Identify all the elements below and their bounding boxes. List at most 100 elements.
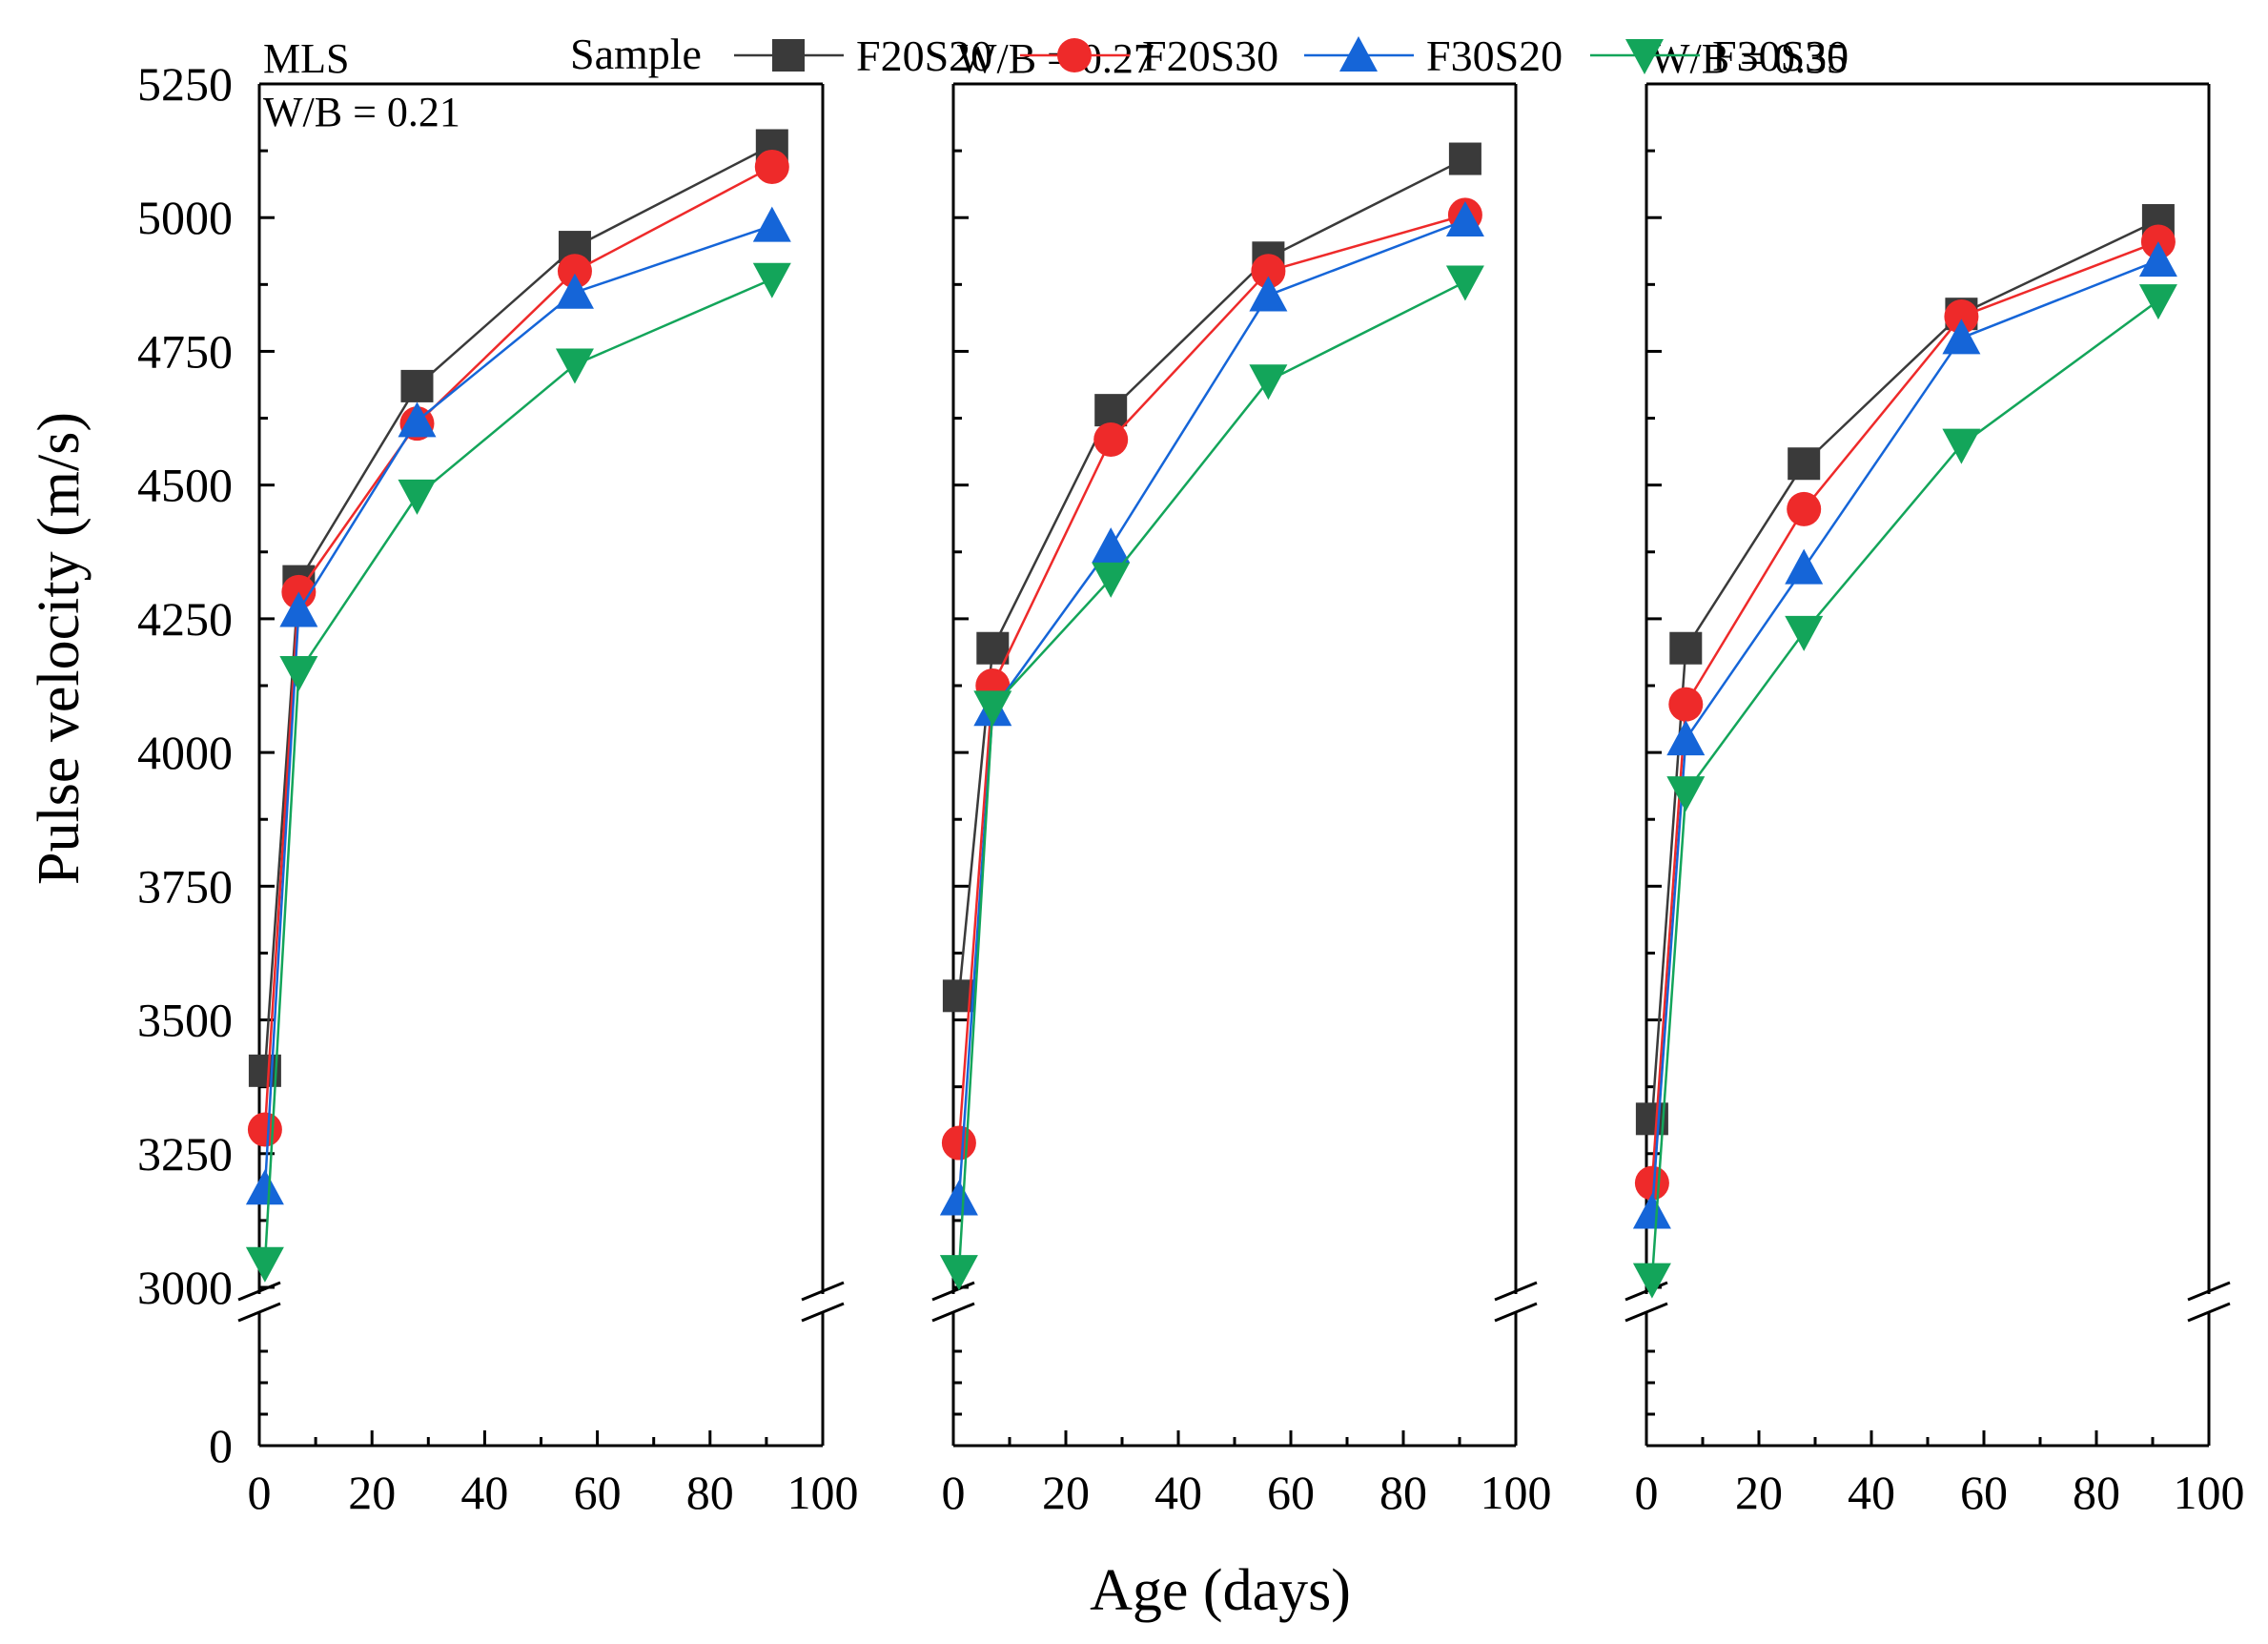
- series-F30S20: [1632, 241, 2177, 1229]
- x-tick-label: 100: [2174, 1466, 2245, 1519]
- panel-wb-label: W/B = 0.21: [263, 89, 460, 135]
- data-point: [1668, 687, 1704, 722]
- x-tick-label: 40: [460, 1466, 508, 1519]
- data-point: [398, 479, 437, 515]
- data-point: [1092, 527, 1131, 564]
- data-point: [245, 1246, 284, 1283]
- data-point: [752, 206, 791, 242]
- series-line: [957, 280, 1466, 1272]
- data-point: [279, 591, 318, 627]
- legend-label: F20S30: [1142, 31, 1278, 80]
- x-tick-label: 60: [1267, 1466, 1315, 1519]
- axis-break-mark: [1494, 1302, 1538, 1323]
- data-point: [555, 273, 594, 309]
- data-point: [1788, 447, 1821, 481]
- legend-label: F20S20: [856, 31, 992, 80]
- data-point: [245, 1169, 284, 1205]
- series-line: [1650, 299, 2159, 1280]
- data-point: [1787, 491, 1822, 526]
- data-point: [1093, 421, 1129, 457]
- legend-entry-F20S30: F20S30: [1020, 31, 1278, 80]
- data-point: [1448, 142, 1481, 175]
- data-point: [1249, 364, 1288, 401]
- x-tick-label: 60: [574, 1466, 622, 1519]
- x-tick-label: 80: [686, 1466, 734, 1519]
- data-point: [2138, 241, 2177, 277]
- axis-break-mark: [801, 1302, 845, 1323]
- data-point: [1785, 548, 1824, 585]
- y-tick-label: 4250: [137, 592, 233, 646]
- data-point: [939, 1180, 978, 1216]
- series-F20S20: [942, 142, 1481, 1013]
- y-tick-label: 3500: [137, 994, 233, 1047]
- x-tick-label: 80: [1379, 1466, 1427, 1519]
- data-point: [1942, 428, 1981, 464]
- data-point: [1669, 631, 1703, 665]
- y-tick-label: 3250: [137, 1127, 233, 1181]
- x-tick-label: 100: [1481, 1466, 1552, 1519]
- x-axis-title: Age (days): [1090, 1558, 1351, 1623]
- y-tick-label: 0: [209, 1419, 233, 1472]
- data-point: [1094, 394, 1128, 427]
- x-tick-label: 100: [787, 1466, 859, 1519]
- axis-break-mark: [237, 1281, 281, 1302]
- legend: Sample F20S20 F20S30 F30S20 F30S30: [570, 30, 1849, 80]
- y-tick-label: 4500: [137, 459, 233, 512]
- data-point: [754, 149, 789, 184]
- data-point: [1944, 298, 1979, 334]
- y-tick-label: 3750: [137, 859, 233, 913]
- y-tick-label: 3000: [137, 1261, 233, 1314]
- axis-break-mark: [801, 1281, 845, 1302]
- y-tick-label: 5000: [137, 191, 233, 244]
- axis-break-mark: [1624, 1281, 1668, 1302]
- data-point: [555, 348, 594, 384]
- axis-break-mark: [931, 1281, 975, 1302]
- data-point: [1632, 1193, 1671, 1229]
- legend-marker: [1057, 38, 1092, 72]
- panel-1: 0 20 40 60 80 100 0 3000 3250 3500 3750 4000 4250 450…: [137, 35, 859, 1519]
- panel-2: 0 20 40 60 80 100 W/B = 0.27: [931, 35, 1552, 1519]
- legend-entry-F30S20: F30S20: [1304, 31, 1563, 80]
- x-tick-label: 0: [1635, 1466, 1659, 1519]
- series-F30S20: [939, 201, 1484, 1216]
- legend-marker: [1339, 36, 1378, 72]
- x-tick-label: 60: [1960, 1466, 2008, 1519]
- axis-break-mark: [931, 1302, 975, 1323]
- series-line: [1650, 240, 2159, 1183]
- data-point: [973, 690, 1012, 727]
- data-point: [941, 1125, 976, 1161]
- series-line: [957, 157, 1466, 997]
- panel-wb-label: W/B = 0.27: [957, 35, 1154, 82]
- y-tick-label: 4000: [137, 726, 233, 779]
- series-F30S30: [1632, 284, 2177, 1299]
- series-F30S20: [245, 206, 791, 1205]
- data-point: [279, 655, 318, 691]
- series-F20S20: [1635, 204, 2175, 1136]
- x-tick-label: 40: [1848, 1466, 1895, 1519]
- series-F30S30: [245, 262, 791, 1283]
- data-point: [1445, 265, 1484, 301]
- y-tick-label: 4750: [137, 324, 233, 378]
- x-tick-label: 40: [1154, 1466, 1202, 1519]
- data-point: [557, 254, 592, 289]
- series-F20S30: [1634, 224, 2176, 1201]
- series-F20S30: [941, 197, 1482, 1161]
- legend-marker: [772, 39, 805, 72]
- data-point: [247, 1112, 282, 1147]
- legend-entry-F30S30: F30S30: [1590, 31, 1849, 80]
- data-point: [1251, 254, 1286, 289]
- data-point: [1445, 201, 1484, 237]
- data-point: [1666, 776, 1706, 812]
- x-tick-label: 20: [348, 1466, 396, 1519]
- axis-break-mark: [2187, 1302, 2231, 1323]
- data-point: [1942, 319, 1981, 355]
- panel-wb-label: W/B = 0.35: [1650, 35, 1848, 82]
- series-line: [957, 218, 1466, 1200]
- data-point: [976, 631, 1010, 665]
- panel-group-label: MLS: [263, 35, 349, 82]
- data-point: [398, 401, 437, 438]
- legend-marker: [1625, 39, 1664, 74]
- series-line: [263, 277, 773, 1264]
- data-point: [1632, 1263, 1671, 1299]
